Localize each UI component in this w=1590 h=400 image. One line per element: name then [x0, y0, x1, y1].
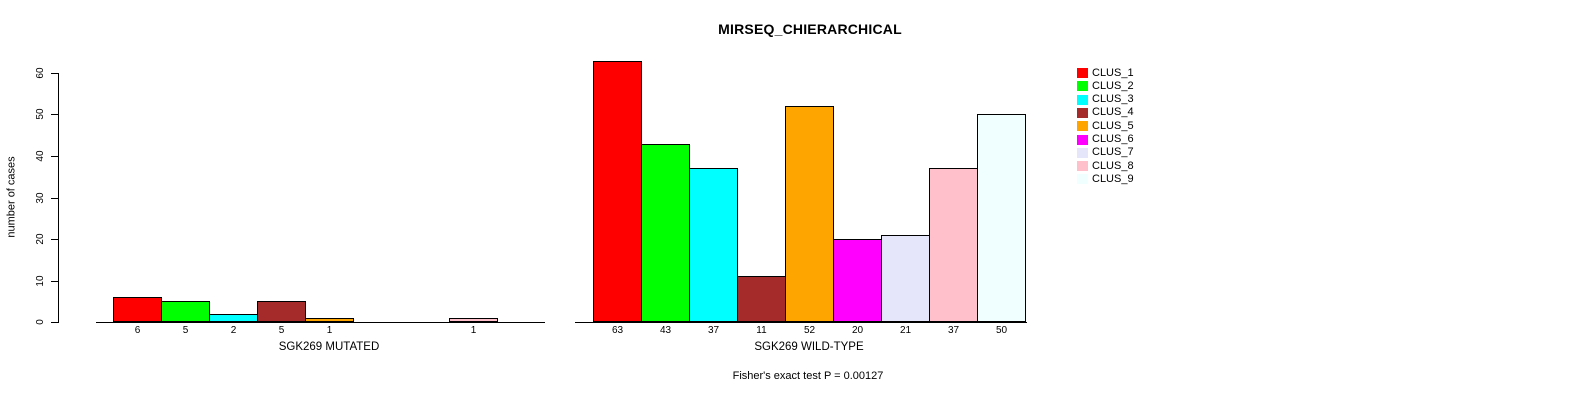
y-axis-tick	[51, 281, 58, 282]
x-axis-line	[575, 322, 1027, 323]
bar-clus-5	[785, 106, 834, 322]
bar-value-label: 37	[947, 325, 960, 336]
y-tick-label: 0	[35, 319, 46, 325]
bar-value-label: 1	[326, 325, 333, 336]
legend-label: CLUS_8	[1092, 159, 1134, 172]
x-axis-line	[96, 322, 545, 323]
bar-clus-1	[593, 61, 642, 322]
bar-value-label: 50	[995, 325, 1008, 336]
bar-clus-8	[449, 318, 498, 322]
x-axis-title: SGK269 MUTATED	[278, 341, 380, 353]
bar-value-label: 2	[230, 325, 237, 336]
y-tick-label: 60	[35, 67, 46, 79]
legend-item: CLUS_6	[1077, 134, 1134, 146]
legend-swatch-clus-2	[1077, 81, 1088, 92]
legend-swatch-clus-8	[1077, 161, 1088, 172]
legend-swatch-clus-5	[1077, 121, 1088, 132]
bar-clus-4	[257, 301, 306, 322]
y-axis-tick	[51, 322, 58, 323]
legend-label: CLUS_1	[1092, 66, 1134, 79]
bar-value-label: 52	[803, 325, 816, 336]
y-tick-label: 20	[35, 233, 46, 245]
bar-clus-3	[689, 168, 738, 322]
bar-value-label: 5	[278, 325, 285, 336]
bar-value-label: 1	[470, 325, 477, 336]
bar-value-label: 21	[899, 325, 912, 336]
legend-swatch-clus-9	[1077, 174, 1088, 185]
bar-value-label: 5	[182, 325, 189, 336]
legend-label: CLUS_7	[1092, 146, 1134, 159]
legend-item: CLUS_5	[1077, 120, 1134, 132]
legend-label: CLUS_3	[1092, 93, 1134, 106]
legend-item: CLUS_7	[1077, 147, 1134, 159]
bar-clus-2	[161, 301, 210, 322]
legend-item: CLUS_4	[1077, 107, 1134, 119]
bar-clus-1	[113, 297, 162, 322]
bar-clus-5	[305, 318, 354, 322]
y-tick-label: 50	[35, 108, 46, 120]
chart-title: MIRSEQ_CHIERARCHICAL	[718, 21, 902, 37]
fisher-test-annotation: Fisher's exact test P = 0.00127	[732, 370, 884, 382]
bar-clus-9	[977, 114, 1026, 322]
legend-label: CLUS_9	[1092, 172, 1134, 185]
legend-swatch-clus-3	[1077, 94, 1088, 105]
bar-value-label: 43	[659, 325, 672, 336]
bar-clus-3	[209, 314, 258, 322]
x-axis-title: SGK269 WILD-TYPE	[754, 341, 864, 353]
bar-clus-8	[929, 168, 978, 322]
y-tick-label: 40	[35, 150, 46, 162]
legend-label: CLUS_6	[1092, 133, 1134, 145]
bar-clus-7	[881, 235, 930, 322]
y-axis-tick	[51, 239, 58, 240]
legend-item: CLUS_8	[1077, 160, 1134, 172]
y-tick-label: 30	[35, 192, 46, 204]
y-tick-label: 10	[35, 275, 46, 287]
bar-value-label: 20	[851, 325, 864, 336]
legend-swatch-clus-7	[1077, 147, 1088, 158]
bar-value-label: 63	[611, 325, 624, 336]
bar-clus-4	[737, 276, 786, 322]
bar-clus-2	[641, 144, 690, 322]
legend-swatch-clus-4	[1077, 107, 1088, 118]
y-axis-tick	[51, 114, 58, 115]
legend-item: CLUS_9	[1077, 173, 1134, 185]
bar-value-label: 11	[756, 325, 767, 336]
y-axis-line	[58, 73, 59, 323]
legend-item: CLUS_1	[1077, 67, 1134, 79]
legend-label: CLUS_5	[1092, 119, 1134, 132]
y-axis-title: number of cases	[5, 156, 18, 238]
legend-label: CLUS_4	[1092, 106, 1134, 119]
legend-item: CLUS_3	[1077, 94, 1134, 106]
y-axis-tick	[51, 73, 58, 74]
bar-value-label: 6	[134, 325, 141, 336]
legend-item: CLUS_2	[1077, 80, 1134, 92]
y-axis-tick	[51, 156, 58, 157]
legend-label: CLUS_2	[1092, 79, 1134, 92]
legend-swatch-clus-1	[1077, 68, 1088, 78]
legend-swatch-clus-6	[1077, 134, 1088, 145]
y-axis-tick	[51, 198, 58, 199]
bar-value-label: 37	[707, 325, 720, 336]
bar-clus-6	[833, 239, 882, 322]
